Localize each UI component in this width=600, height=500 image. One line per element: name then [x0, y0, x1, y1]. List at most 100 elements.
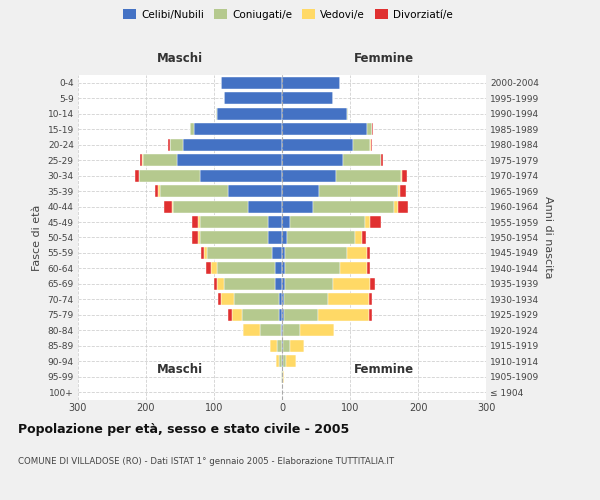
Bar [282, 108, 347, 120]
Bar [282, 185, 319, 197]
Bar [184, 138, 282, 150]
Bar [227, 185, 282, 197]
Bar [169, 138, 170, 150]
Bar [155, 185, 158, 197]
Bar [318, 309, 369, 321]
Bar [367, 247, 370, 259]
Bar [200, 216, 268, 228]
Bar [277, 340, 282, 352]
Bar [224, 278, 275, 290]
Bar [353, 138, 370, 150]
Bar [347, 247, 367, 259]
Bar [287, 232, 355, 243]
Bar [282, 324, 283, 336]
Bar [333, 278, 370, 290]
Bar [370, 278, 375, 290]
Bar [221, 294, 235, 306]
Bar [286, 247, 347, 259]
Bar [362, 232, 365, 243]
Bar [355, 232, 362, 243]
Bar [283, 324, 301, 336]
Bar [192, 232, 197, 243]
Bar [279, 356, 282, 368]
Bar [217, 278, 224, 290]
Bar [248, 200, 282, 212]
Bar [282, 340, 283, 352]
Bar [176, 154, 282, 166]
Bar [282, 170, 337, 181]
Bar [282, 278, 286, 290]
Bar [381, 154, 383, 166]
Bar [170, 138, 184, 150]
Bar [140, 154, 142, 166]
Bar [282, 216, 290, 228]
Bar [214, 278, 217, 290]
Bar [367, 262, 370, 274]
Bar [172, 200, 173, 212]
Bar [191, 216, 199, 228]
Y-axis label: Anni di nascita: Anni di nascita [544, 196, 553, 279]
Bar [217, 262, 275, 274]
Bar [369, 294, 372, 306]
Bar [276, 356, 279, 368]
Bar [160, 185, 227, 197]
Bar [268, 216, 282, 228]
Bar [270, 340, 277, 352]
Text: Popolazione per età, sesso e stato civile - 2005: Popolazione per età, sesso e stato civil… [18, 422, 349, 436]
Bar [286, 356, 296, 368]
Bar [228, 309, 232, 321]
Bar [286, 278, 333, 290]
Text: Femmine: Femmine [354, 52, 414, 65]
Bar [221, 76, 282, 89]
Bar [401, 170, 403, 181]
Bar [278, 294, 282, 306]
Bar [211, 262, 217, 274]
Bar [242, 309, 279, 321]
Bar [243, 324, 260, 336]
Bar [139, 170, 200, 181]
Bar [200, 170, 282, 181]
Bar [283, 356, 286, 368]
Bar [282, 200, 313, 212]
Bar [282, 154, 343, 166]
Legend: Celibi/Nubili, Coniugati/e, Vedovi/e, Divorziatí/e: Celibi/Nubili, Coniugati/e, Vedovi/e, Di… [119, 5, 457, 24]
Bar [199, 216, 200, 228]
Bar [282, 232, 287, 243]
Bar [279, 309, 282, 321]
Bar [282, 356, 283, 368]
Bar [217, 108, 282, 120]
Bar [282, 294, 284, 306]
Bar [143, 154, 176, 166]
Bar [282, 309, 284, 321]
Bar [282, 247, 286, 259]
Bar [142, 154, 143, 166]
Text: Maschi: Maschi [157, 363, 203, 376]
Text: Maschi: Maschi [157, 52, 203, 65]
Bar [380, 154, 381, 166]
Bar [403, 170, 407, 181]
Bar [282, 92, 333, 104]
Bar [370, 138, 371, 150]
Bar [197, 232, 200, 243]
Bar [343, 154, 380, 166]
Bar [340, 262, 367, 274]
Bar [367, 123, 373, 135]
Bar [313, 200, 394, 212]
Bar [206, 262, 211, 274]
Bar [347, 108, 348, 120]
Bar [194, 123, 282, 135]
Bar [371, 138, 373, 150]
Bar [235, 294, 278, 306]
Bar [284, 294, 328, 306]
Bar [190, 123, 194, 135]
Bar [282, 138, 353, 150]
Bar [284, 309, 318, 321]
Bar [275, 278, 282, 290]
Bar [290, 216, 365, 228]
Bar [268, 232, 282, 243]
Bar [283, 371, 284, 383]
Bar [275, 262, 282, 274]
Bar [135, 170, 139, 181]
Bar [173, 200, 248, 212]
Bar [282, 371, 283, 383]
